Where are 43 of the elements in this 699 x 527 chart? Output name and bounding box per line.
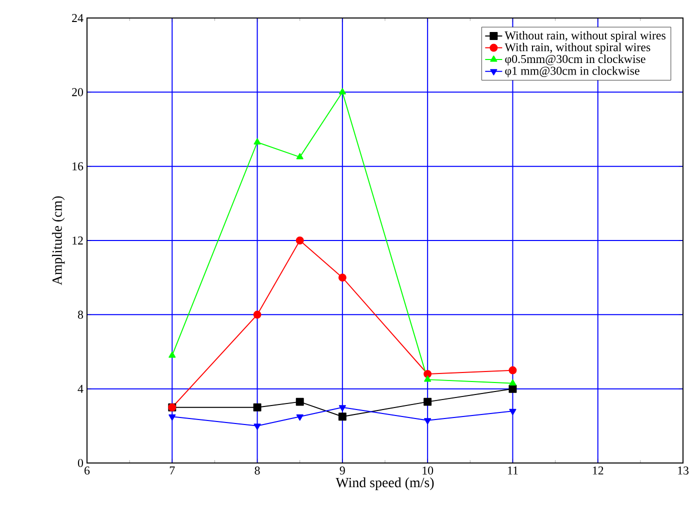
point xyxy=(424,398,432,406)
point xyxy=(296,398,304,406)
point xyxy=(424,376,432,382)
point xyxy=(253,403,262,412)
legend-label: Without rain, without spiral wires xyxy=(504,31,666,42)
point xyxy=(254,138,261,144)
point xyxy=(508,366,517,374)
y-tick-label: 8 xyxy=(78,310,84,319)
y-tick-label: 16 xyxy=(72,162,84,170)
point xyxy=(508,384,517,393)
x-tick-label: 11 xyxy=(508,466,518,474)
legend-label: φ0.5mm@30cm in clockwise xyxy=(505,54,646,66)
x-tick-label: 10 xyxy=(422,466,434,475)
x-tick-label: 13 xyxy=(678,466,689,475)
y-tick-label: 24 xyxy=(72,14,84,22)
x-tick-label: 7 xyxy=(170,466,175,474)
y-tick-label: 12 xyxy=(72,236,83,244)
point xyxy=(424,418,432,424)
x-tick-label: 12 xyxy=(592,466,604,474)
x-tick-label: 6 xyxy=(84,466,90,475)
point xyxy=(338,405,346,412)
point xyxy=(254,424,261,430)
point xyxy=(424,370,432,378)
point xyxy=(253,310,262,319)
point xyxy=(509,408,516,416)
y-tick-label: 0 xyxy=(78,458,84,468)
point xyxy=(509,379,516,386)
point xyxy=(296,153,304,160)
point xyxy=(296,236,304,244)
y-tick-label: 20 xyxy=(72,88,84,96)
y-axis-title: Amplitude (cm) xyxy=(52,196,65,286)
x-axis-title: Wind speed (m/s) xyxy=(336,477,434,490)
x-tick-label: 8 xyxy=(254,466,260,475)
x-tick-label: 9 xyxy=(340,466,345,475)
y-tick-label: 4 xyxy=(78,384,84,393)
legend-label: With rain, without spiral wires xyxy=(504,42,650,54)
legend-label: φ1 mm@30cm in clockwise xyxy=(505,66,640,78)
point xyxy=(338,274,346,282)
point xyxy=(338,412,346,421)
point xyxy=(168,351,176,358)
point xyxy=(296,414,304,421)
point xyxy=(168,414,176,421)
point xyxy=(338,88,346,94)
